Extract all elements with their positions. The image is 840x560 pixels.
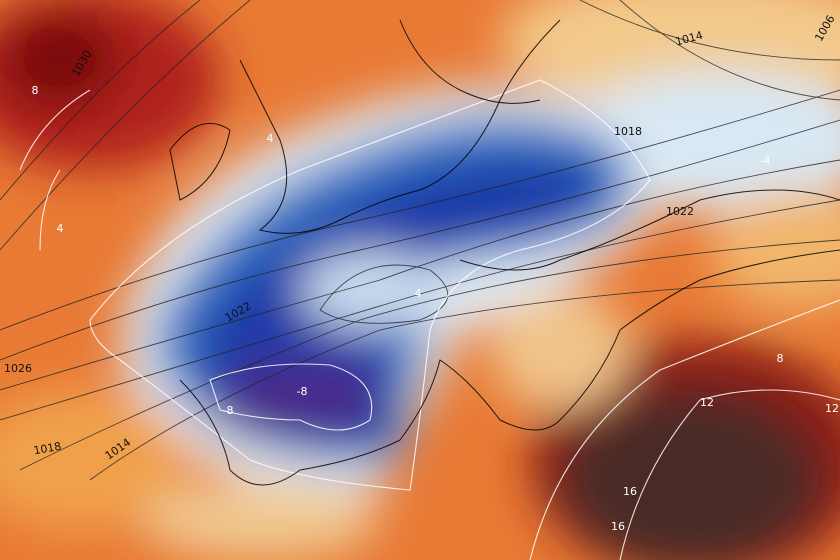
isotherm-label: 8 <box>777 352 784 365</box>
isotherm-label: -8 <box>223 404 234 417</box>
isotherm-label: 4 <box>415 287 422 300</box>
isotherm-label: 4 <box>57 222 64 235</box>
isotherm-label: 12 <box>825 402 839 415</box>
isobar-label: 1018 <box>32 440 62 458</box>
isotherm-label: 16 <box>611 520 625 533</box>
isotherm-label: -8 <box>297 385 308 398</box>
isobar-label: 1018 <box>614 125 642 138</box>
isotherm-label: -4 <box>760 154 771 167</box>
isotherm-label: 8 <box>32 84 39 97</box>
coastlines <box>169 19 840 486</box>
isotherm-label: 16 <box>623 485 637 498</box>
isotherm-label: 4 <box>267 132 274 145</box>
isobar-label: 1022 <box>666 205 694 218</box>
isobar-label: 1026 <box>4 362 32 375</box>
isotherms <box>19 79 840 560</box>
isotherm-label: 12 <box>700 396 714 409</box>
